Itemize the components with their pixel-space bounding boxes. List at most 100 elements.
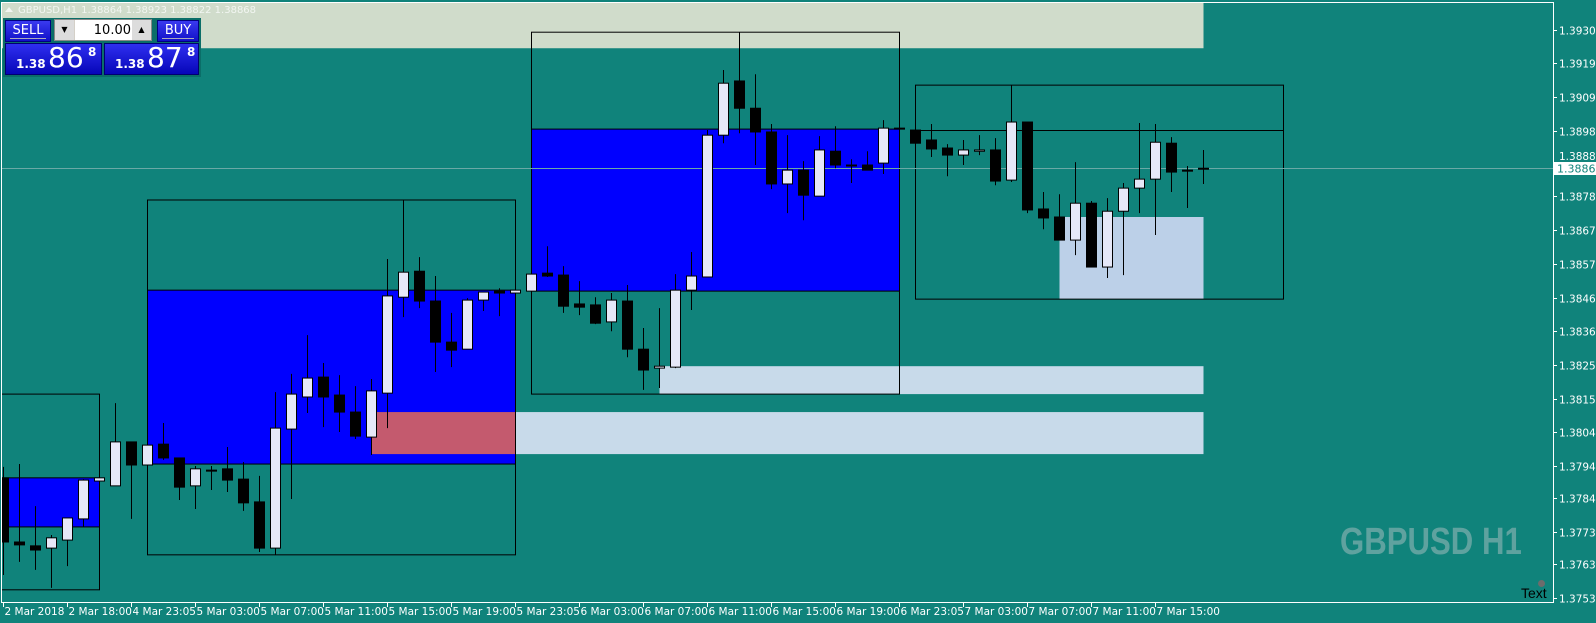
zone-d-light[interactable] [1059,216,1204,300]
price-tick-label: 1.39300 [1559,26,1596,38]
box-c[interactable] [531,31,900,395]
time-tick-label: 6 Mar 23:05 [901,606,964,618]
candle-body [1102,210,1113,268]
candle-body [1118,187,1129,212]
candle-body [670,289,681,368]
time-tick-label: 7 Mar 15:00 [1157,606,1220,618]
price-tick-label: 1.37530 [1559,594,1596,606]
candle [478,291,489,312]
candle-body [62,517,73,541]
price-tick-label: 1.37940 [1559,462,1596,474]
candle-body [1038,208,1049,219]
price-tick-label: 1.38675 [1559,226,1596,238]
candle-body [590,304,601,324]
candle [558,266,569,313]
candle-body [1022,121,1033,211]
sell-price-prefix: 1.38 [16,57,46,71]
buy-price-box[interactable]: 1.38 87 8 [104,41,199,75]
candle-body [190,468,201,487]
candle-body [766,131,777,185]
candle-body [318,376,329,398]
time-tick-label: 6 Mar 03:00 [581,606,644,618]
zone-band-upper[interactable] [659,366,1204,395]
zone-pink[interactable] [371,412,516,455]
chart-header: GBPUSD,H1 1.38864 1.38923 1.38822 1.38868 [5,4,260,18]
candle-body [430,300,441,343]
candle [1166,137,1177,192]
price-tick-label: 1.38885 [1559,151,1596,163]
ohlc-readout: 1.38864 1.38923 1.38822 1.38868 [81,5,257,16]
candle [814,136,825,197]
candle [366,379,377,456]
candle [638,328,649,390]
price-tick-label: 1.38570 [1559,260,1596,272]
candle-body [878,127,889,164]
candle [974,135,985,156]
candle-body [1166,142,1177,173]
time-tick-label: 2 Mar 18:00 [69,606,132,618]
candle [238,462,249,511]
price-tick-label: 1.38360 [1559,327,1596,339]
text-object-anchor-icon[interactable] [1538,580,1545,587]
candle [1182,165,1193,209]
candle [174,457,185,500]
collapse-triangle-icon[interactable] [5,7,13,12]
price-tick-label: 1.37635 [1559,560,1596,572]
candle [398,199,409,318]
time-tick-label: 2 Mar 2018 [5,606,65,618]
box-a[interactable] [0,393,100,591]
price-tick-label: 1.39195 [1559,59,1596,71]
sell-price-box[interactable]: 1.38 86 8 [5,41,102,75]
candle [622,285,633,358]
candle [414,257,425,309]
candle [494,288,505,317]
box-d[interactable] [915,84,1284,300]
candle [1086,200,1097,268]
candle [526,268,537,292]
candle [382,259,393,429]
buy-price-prefix: 1.38 [115,57,145,71]
candle [14,464,25,562]
time-tick-label: 5 Mar 07:00 [261,606,324,618]
candle [1134,122,1145,214]
lot-increase-icon[interactable]: ▲ [132,20,151,40]
buy-button[interactable]: BUY [157,20,199,42]
candle-body [830,150,841,166]
candle-body [238,478,249,504]
sell-button[interactable]: SELL [5,20,51,42]
candle [894,127,905,130]
box-b[interactable] [147,199,516,556]
candle-body [894,127,905,130]
candle [334,375,345,432]
text-object[interactable]: Text [1521,585,1547,601]
box-c-fill[interactable] [531,128,900,292]
candle [2,466,9,576]
candle-body [958,149,969,156]
candle-body [1134,178,1145,189]
candle [462,298,473,350]
zone-band-lower[interactable] [515,412,1204,455]
candle [1054,194,1065,241]
candle-body [558,274,569,307]
candle-body [334,394,345,413]
time-axis[interactable]: 2 Mar 2018 2 Mar 18:00 4 Mar 23:05 5 Mar 03… [3,602,1220,618]
candle-body [222,468,233,481]
candle-body [910,129,921,144]
candle-body [718,82,729,136]
candle-body [734,80,745,109]
time-tick-label: 7 Mar 07:00 [1029,606,1092,618]
price-axis[interactable]: 1.39300 1.39195 1.39090 1.38985 1.38885 1.387… [1553,26,1596,606]
candle-body [174,457,185,488]
lot-input[interactable] [75,20,133,40]
lot-stepper[interactable]: ▼ ▲ [54,19,152,41]
zone-top-gray[interactable] [0,3,1204,49]
candle-body [782,169,793,185]
time-tick-label: 7 Mar 11:00 [1093,606,1156,618]
candle [302,335,313,414]
candle [142,444,153,466]
lot-decrease-icon[interactable]: ▼ [55,20,74,40]
price-tick-label: 1.38045 [1559,428,1596,440]
candle [846,159,857,183]
price-tick-label: 1.38465 [1559,294,1596,306]
